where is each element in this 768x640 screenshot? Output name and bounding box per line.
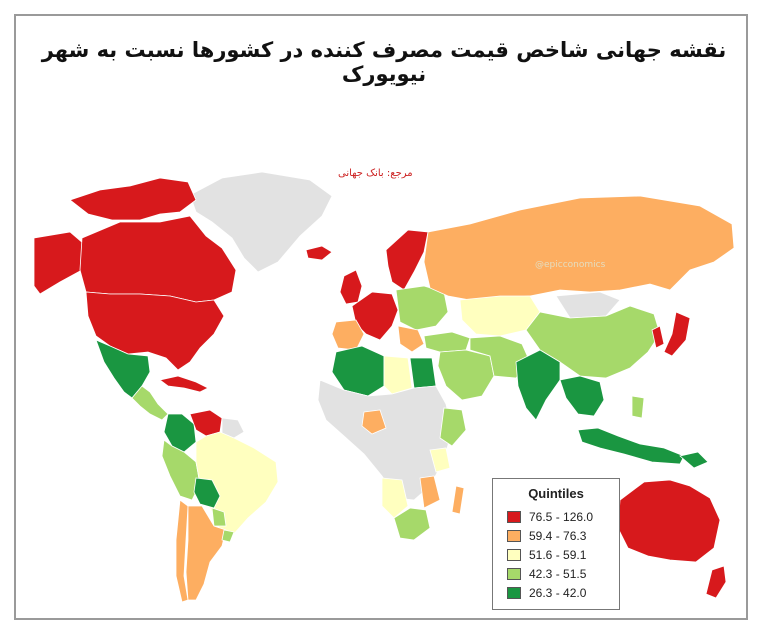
legend-item: 51.6 - 59.1 bbox=[507, 548, 586, 562]
region-mongolia bbox=[555, 291, 621, 319]
region-uruguay bbox=[221, 529, 235, 543]
map-legend: Quintiles 76.5 - 126.0 59.4 - 76.3 51.6 … bbox=[492, 478, 620, 610]
legend-swatch bbox=[507, 549, 521, 561]
legend-swatch bbox=[507, 530, 521, 542]
legend-item: 59.4 - 76.3 bbox=[507, 529, 586, 543]
legend-item: 76.5 - 126.0 bbox=[507, 510, 593, 524]
region-png bbox=[679, 451, 709, 469]
region-eastern-europe bbox=[395, 285, 449, 331]
region-indonesia bbox=[577, 427, 685, 465]
legend-item: 26.3 - 42.0 bbox=[507, 586, 586, 600]
region-south-africa bbox=[393, 507, 431, 541]
region-tanzania bbox=[429, 447, 451, 473]
region-alaska bbox=[33, 231, 85, 295]
legend-label: 59.4 - 76.3 bbox=[529, 529, 587, 543]
region-africa-nodata bbox=[317, 379, 453, 501]
legend-swatch bbox=[507, 587, 521, 599]
legend-item: 42.3 - 51.5 bbox=[507, 567, 586, 581]
region-japan bbox=[663, 311, 691, 357]
watermark: @epicconomics bbox=[535, 260, 606, 270]
region-russia bbox=[423, 195, 735, 301]
legend-swatch bbox=[507, 568, 521, 580]
legend-swatch bbox=[507, 511, 521, 523]
legend-title: Quintiles bbox=[528, 486, 584, 501]
region-madagascar bbox=[451, 485, 465, 515]
legend-label: 42.3 - 51.5 bbox=[529, 567, 587, 581]
legend-label: 51.6 - 59.1 bbox=[529, 548, 587, 562]
region-uk bbox=[339, 269, 363, 305]
region-nigeria bbox=[361, 409, 387, 435]
region-greenland bbox=[189, 171, 333, 273]
region-australia bbox=[617, 479, 721, 563]
region-colombia bbox=[163, 413, 197, 453]
region-caribbean bbox=[159, 375, 209, 393]
region-southeast-asia bbox=[559, 375, 605, 417]
region-algeria bbox=[331, 345, 385, 397]
region-turkey bbox=[423, 331, 471, 353]
region-korea bbox=[651, 325, 665, 349]
region-paraguay bbox=[211, 507, 227, 527]
region-angola bbox=[381, 477, 409, 519]
region-scandinavia bbox=[385, 229, 429, 291]
legend-label: 76.5 - 126.0 bbox=[529, 510, 594, 524]
map-title: نقشه جهانی شاخص قیمت مصرف کننده در کشوره… bbox=[41, 38, 727, 86]
source-note: مرجع: بانک جهانی bbox=[338, 168, 413, 179]
region-canada-islands bbox=[69, 177, 197, 221]
region-mozambique bbox=[419, 475, 441, 509]
region-philippines bbox=[631, 395, 645, 419]
region-china bbox=[525, 305, 661, 379]
region-middle-east bbox=[437, 349, 495, 401]
region-central-america bbox=[131, 385, 169, 421]
legend-label: 26.3 - 42.0 bbox=[529, 586, 587, 600]
region-iran-pakistan bbox=[469, 335, 531, 379]
region-egypt bbox=[409, 357, 437, 389]
region-argentina bbox=[185, 505, 227, 601]
region-canada bbox=[79, 215, 237, 303]
region-libya bbox=[383, 355, 413, 395]
region-india bbox=[515, 349, 561, 421]
region-guianas bbox=[221, 417, 245, 439]
region-bolivia bbox=[193, 477, 221, 509]
region-east-africa bbox=[439, 407, 467, 447]
region-balkans bbox=[397, 325, 425, 353]
region-iceland bbox=[305, 245, 333, 261]
region-new-zealand bbox=[705, 565, 727, 599]
region-chile bbox=[175, 499, 189, 603]
